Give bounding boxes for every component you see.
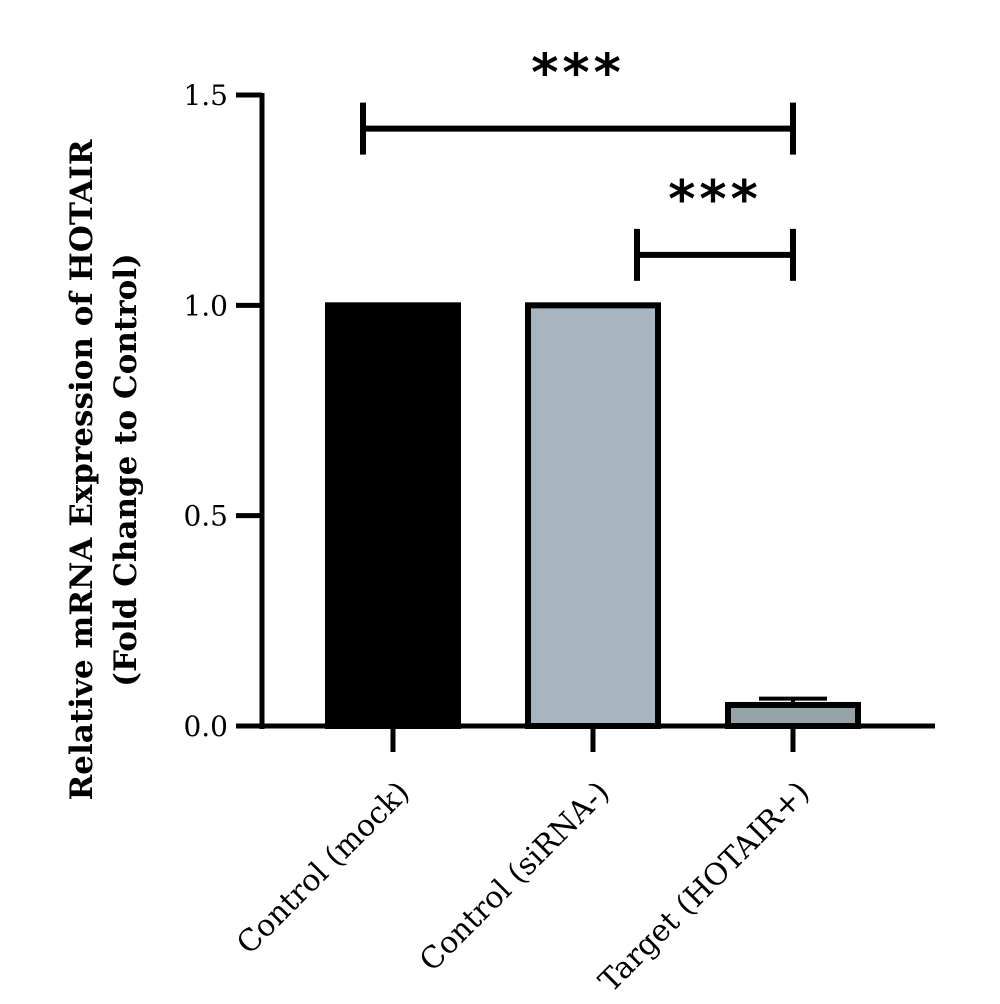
x-tick-label-2: Target (HOTAIR+) [592, 775, 816, 999]
significance-label-1: *** [531, 44, 625, 104]
bar-1 [328, 305, 458, 726]
y-tick-label-1: 0.5 [183, 500, 228, 533]
y-axis-title-line1: Relative mRNA Expression of HOTAIR [64, 139, 100, 800]
bar-3 [728, 705, 858, 726]
significance-label-2: *** [668, 170, 762, 230]
y-tick-label-3: 1.5 [183, 79, 228, 112]
y-axis-title-line2: (Fold Change to Control) [108, 253, 144, 686]
y-tick-label-2: 1.0 [183, 289, 228, 322]
x-tick-label-1: Control (siRNA-) [413, 775, 617, 979]
bar-2 [528, 305, 658, 726]
y-tick-label-0: 0.0 [183, 710, 228, 743]
x-tick-label-0: Control (mock) [230, 775, 417, 962]
